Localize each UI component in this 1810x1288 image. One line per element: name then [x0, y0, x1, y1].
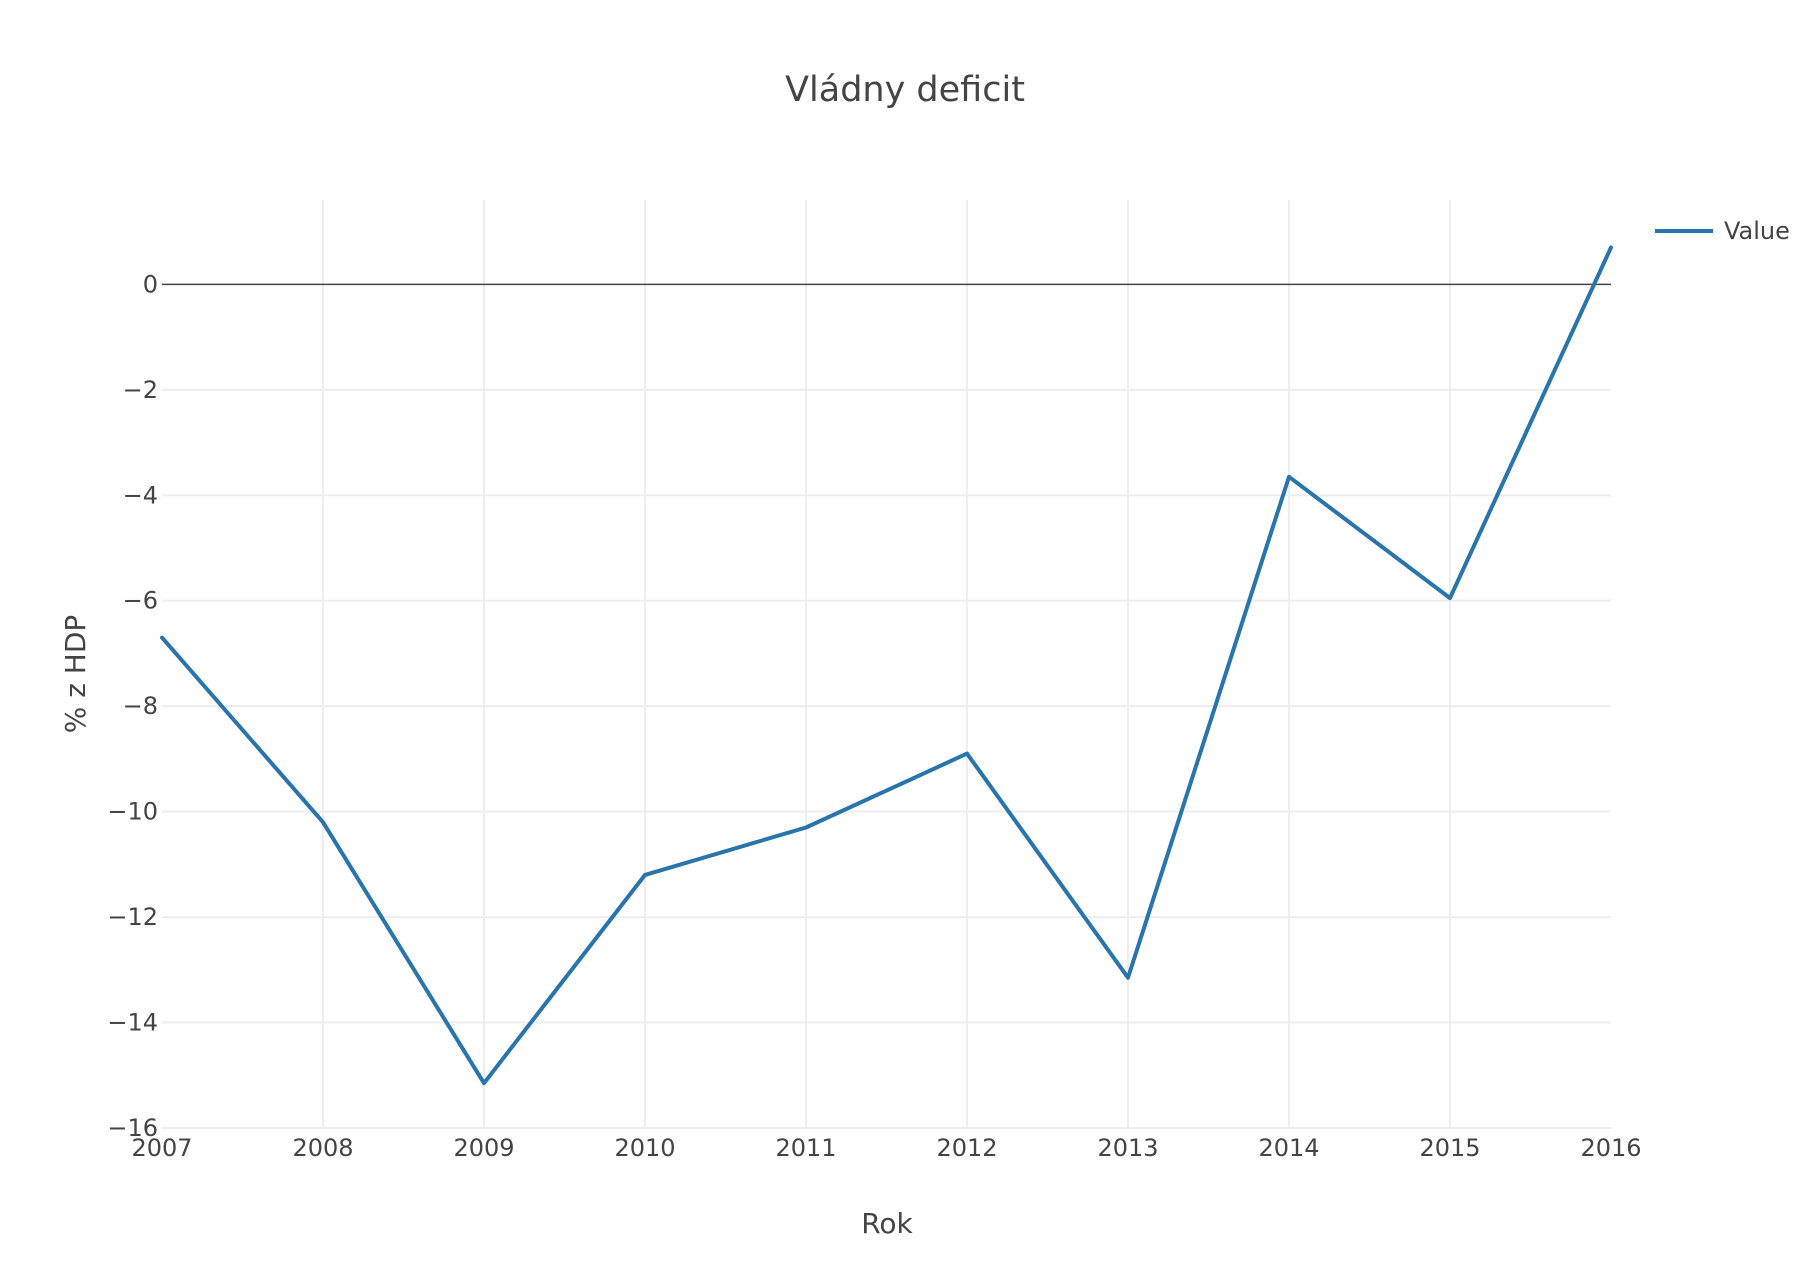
- data-point[interactable]: [1605, 241, 1617, 253]
- data-point[interactable]: [800, 821, 812, 833]
- x-tick-label: 2011: [775, 1134, 836, 1162]
- x-axis-title: Rok: [861, 1207, 913, 1240]
- data-point[interactable]: [317, 816, 329, 828]
- x-tick-label: 2009: [453, 1134, 514, 1162]
- x-axis-ticks: 2007 2008 2009 2010 2011 2012 2013 2014 2015 2016: [131, 1134, 1641, 1162]
- y-tick-label: −2: [123, 376, 158, 404]
- grid: [162, 200, 1611, 1129]
- y-tick-label: 0: [143, 270, 158, 298]
- data-point[interactable]: [1444, 592, 1456, 604]
- data-point[interactable]: [1122, 972, 1134, 984]
- x-tick-label: 2010: [614, 1134, 675, 1162]
- x-tick-label: 2014: [1258, 1134, 1319, 1162]
- y-tick-label: −6: [123, 587, 158, 615]
- series-line-value[interactable]: [160, 245, 1613, 1086]
- y-tick-label: −14: [107, 1009, 158, 1037]
- x-tick-label: 2007: [131, 1134, 192, 1162]
- y-axis-title: % z HDP: [59, 615, 92, 734]
- data-point[interactable]: [639, 869, 651, 881]
- chart-title: Vládny deficit: [785, 70, 1025, 110]
- y-tick-label: −16: [107, 1114, 158, 1142]
- x-tick-label: 2015: [1419, 1134, 1480, 1162]
- data-point[interactable]: [1283, 471, 1295, 483]
- legend-label-value: Value: [1724, 217, 1790, 245]
- series-group: [156, 241, 1617, 1089]
- y-axis-ticks: 0 −2 −4 −6 −8 −10 −12 −14 −16: [107, 270, 158, 1142]
- data-point[interactable]: [961, 748, 973, 760]
- data-point[interactable]: [156, 632, 168, 644]
- y-tick-label: −4: [123, 481, 158, 509]
- x-tick-label: 2012: [936, 1134, 997, 1162]
- x-tick-label: 2008: [292, 1134, 353, 1162]
- data-point[interactable]: [478, 1077, 490, 1089]
- y-tick-label: −12: [107, 903, 158, 931]
- legend[interactable]: Value: [1655, 217, 1790, 245]
- x-tick-label: 2016: [1580, 1134, 1641, 1162]
- y-tick-label: −8: [123, 692, 158, 720]
- y-tick-label: −10: [107, 798, 158, 826]
- x-tick-label: 2013: [1097, 1134, 1158, 1162]
